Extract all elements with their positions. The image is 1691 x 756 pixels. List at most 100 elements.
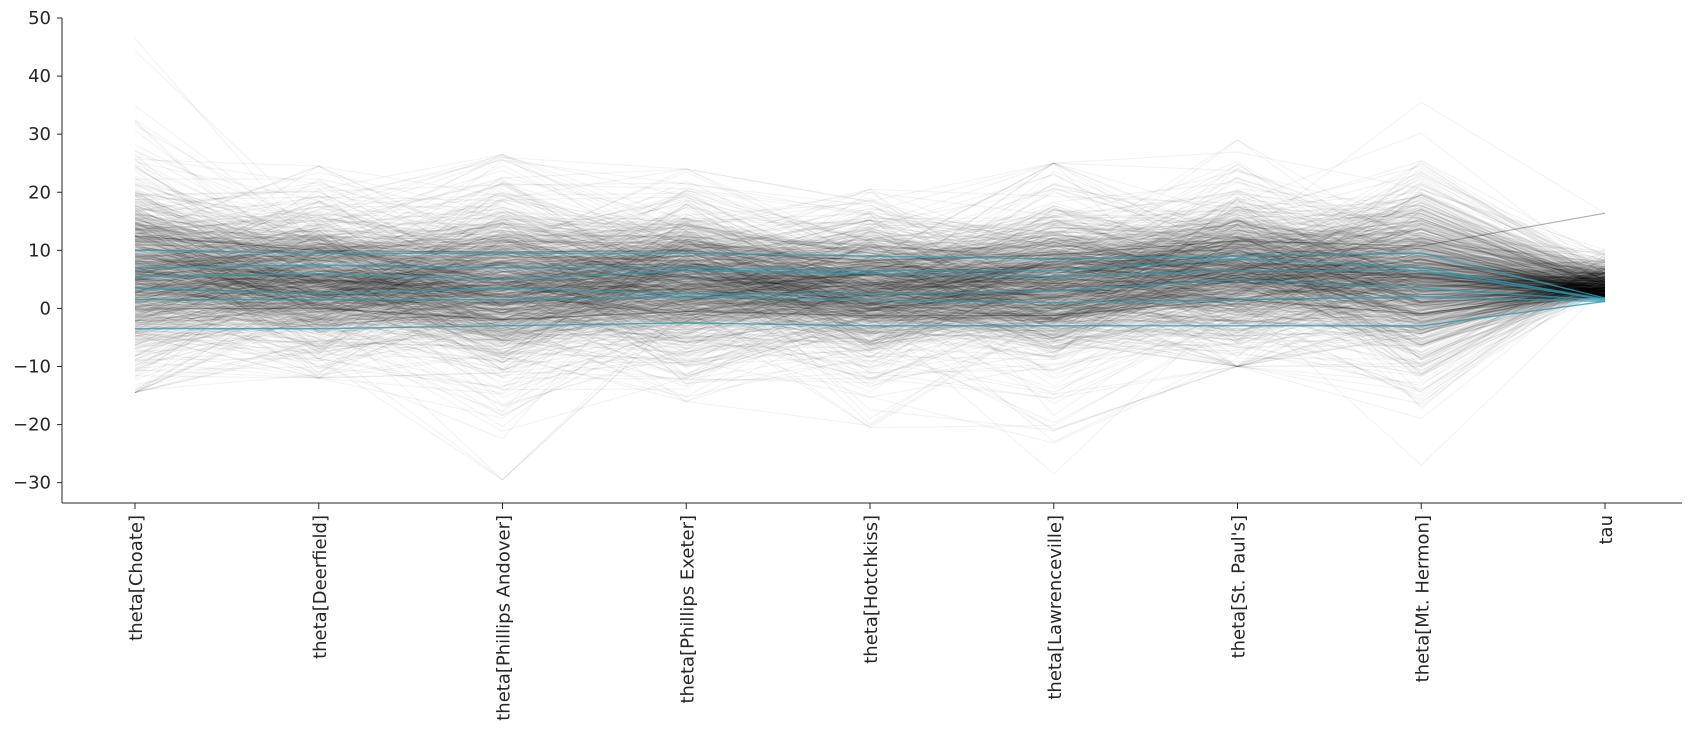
posterior-draw-line [134,245,1606,318]
posterior-draw-line [134,246,1606,304]
posterior-draw-line [134,228,1606,314]
posterior-draw-line [134,273,1606,316]
posterior-draw-line [134,240,1606,311]
posterior-draw-line [134,270,1606,345]
posterior-draw-line [134,213,1606,294]
posterior-draw-line [134,222,1606,289]
posterior-draw-line [134,208,1606,302]
posterior-draw-line [134,235,1606,350]
posterior-draw-line [134,235,1606,289]
posterior-draw-line [134,240,1606,308]
posterior-draw-line [134,265,1606,387]
y-tick-label: 50 [28,8,51,29]
posterior-draw-line [134,233,1606,337]
posterior-draw-line [134,250,1606,326]
posterior-draw-line [134,164,1606,320]
posterior-draw-line [134,202,1606,381]
posterior-draw-line [134,241,1606,357]
posterior-draw-line [134,258,1606,403]
posterior-draw-line [134,262,1606,326]
posterior-draw-line [134,224,1606,386]
posterior-draw-line [134,281,1606,372]
posterior-draw-line [134,183,1606,300]
posterior-draw-line [134,218,1606,358]
posterior-draw-line [134,264,1606,399]
posterior-draw-line [134,276,1606,320]
posterior-draw-line [134,257,1606,313]
posterior-draw-line [134,234,1606,296]
posterior-draw-line [134,196,1606,292]
posterior-draw-line [134,237,1606,330]
posterior-draw-line [134,206,1606,328]
posterior-draw-line [134,159,1606,367]
posterior-draw-line [134,192,1606,350]
posterior-draw-line [134,236,1606,330]
posterior-draw-line [134,261,1606,322]
posterior-draw-line [134,251,1606,377]
posterior-draw-line [134,220,1606,311]
posterior-draw-line [134,164,1606,291]
posterior-draw-line [134,256,1606,303]
posterior-draw-line [134,225,1606,335]
posterior-draw-line [134,218,1606,315]
posterior-draw-line [134,187,1606,354]
posterior-draw-line [134,272,1606,370]
posterior-draw-line [134,195,1606,352]
posterior-draw-line [134,260,1606,338]
posterior-draw-line [134,288,1606,392]
posterior-draw-line [134,235,1606,322]
posterior-draw-line [134,162,1606,280]
posterior-draw-line [134,159,1606,330]
posterior-draw-line [134,249,1606,312]
highlighted-draw-line [134,269,1606,301]
posterior-draw-line [134,249,1606,313]
posterior-draw-line [134,235,1606,329]
posterior-draw-line [134,208,1606,432]
posterior-draw-line [134,232,1606,326]
posterior-draw-line [134,234,1606,384]
posterior-draw-line [134,241,1606,304]
posterior-draw-line [134,266,1606,357]
posterior-draw-line [134,272,1606,360]
posterior-draw-line [135,245,1606,324]
posterior-draw-line [134,229,1606,338]
posterior-draw-line [134,220,1606,306]
posterior-draw-line [134,253,1606,310]
posterior-draw-line [134,234,1606,325]
posterior-draw-line [134,225,1606,443]
posterior-draw-line [134,254,1606,322]
posterior-draw-line [134,261,1606,360]
posterior-draw-line [134,224,1606,320]
posterior-draw-line [134,211,1606,295]
posterior-draw-line [134,202,1606,337]
posterior-draw-line [134,239,1606,297]
posterior-draw-line [134,160,1606,316]
posterior-draw-line [134,105,1606,258]
posterior-draw-line [134,246,1606,300]
posterior-draw-line [134,248,1606,319]
x-tick-label: tau [1596,515,1617,545]
posterior-draw-line [134,224,1606,297]
posterior-draw-line [134,222,1606,296]
posterior-draw-line [134,224,1606,349]
posterior-draw-line [134,187,1606,311]
posterior-draw-line [134,260,1606,343]
posterior-draw-line [134,251,1606,317]
posterior-draw-line [134,213,1606,303]
posterior-draw-line [134,290,1606,358]
posterior-draw-line [134,214,1606,328]
posterior-draw-line [134,214,1606,367]
posterior-draw-outlier [134,286,1606,394]
posterior-draw-line [134,202,1606,319]
posterior-draw-line [134,244,1606,324]
posterior-draw-line [134,236,1606,351]
posterior-draw-line [134,180,1606,305]
posterior-draw-line [134,281,1606,342]
posterior-draw-line [134,251,1606,322]
posterior-draw-line [134,222,1606,327]
posterior-draw-line [134,184,1606,293]
posterior-draw-line [134,272,1606,354]
posterior-draw-line [134,244,1606,337]
posterior-draw-line [134,163,1606,329]
posterior-draw-line [134,235,1606,298]
